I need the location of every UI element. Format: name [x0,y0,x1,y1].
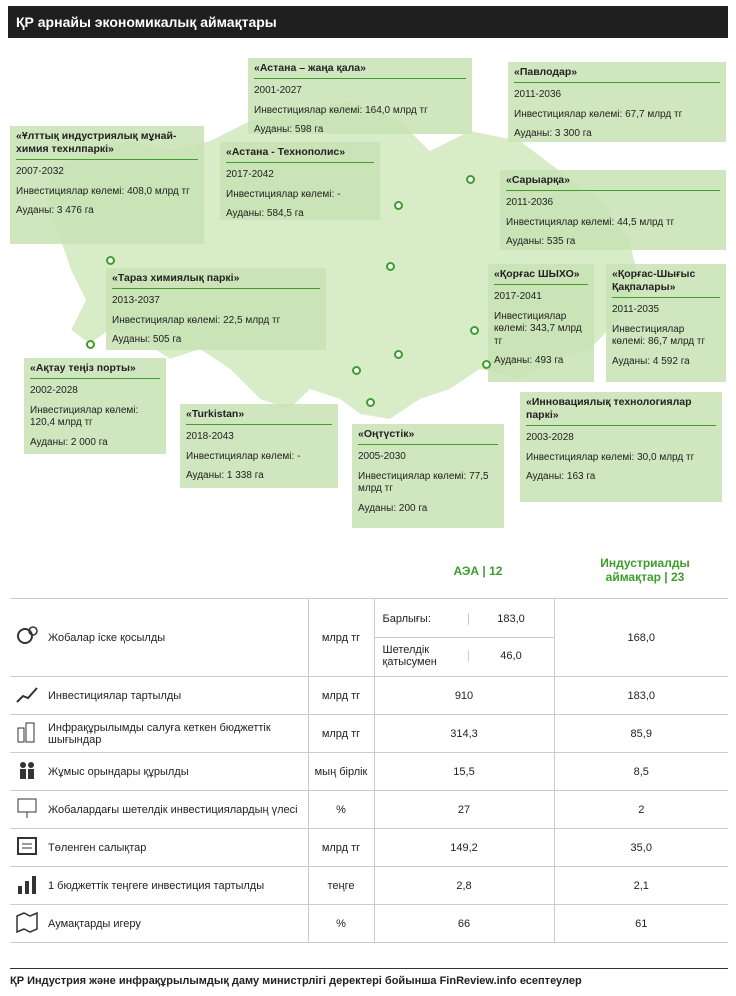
table-row: Жобалардағы шетелдік инвестициялардың үл… [10,790,728,829]
location-marker [394,350,403,359]
sez-card-ontustik: «Оңтүстік» 2005-2030 Инвестициялар көлем… [352,424,504,528]
cash-register-icon [15,834,39,858]
buildings-icon [15,720,39,744]
row-unit: млрд тг [307,598,375,677]
workers-icon [15,758,39,782]
row-unit: % [307,790,375,829]
aea-header: АЭА | 12 [453,564,503,578]
aea-value: 27 [374,790,555,829]
map-icon [15,910,39,934]
industrial-value: 8,5 [554,752,728,791]
row-unit: млрд тг [307,676,375,715]
row-unit: млрд тг [307,714,375,753]
sez-card-turkistan: «Turkistan» 2018-2043 Инвестициялар көле… [180,404,338,488]
aea-value: 149,2 [374,828,555,867]
industrial-value: 85,9 [554,714,728,753]
row-label: Жобалардағы шетелдік инвестициялардың үл… [44,790,308,829]
table-row: Жұмыс орындары құрылды мың бірлік 15,5 8… [10,752,728,791]
location-marker [366,398,375,407]
industrial-value: 35,0 [554,828,728,867]
location-marker [106,256,115,265]
sez-card-innovation-park: «Инновациялық технологиялар паркі» 2003-… [520,392,722,502]
row-label: Жобалар іске қосылды [44,598,308,677]
sez-card-saryarka: «Сарыарқа» 2011-2036 Инвестициялар көлем… [500,170,726,250]
row-unit: мың бірлік [307,752,375,791]
row-label: 1 бюджеттік теңгеге инвестиция тартылды [44,866,308,905]
sez-card-petrochem-technopark: «Ұлттық индустриялық мұнай-химия технлпа… [10,126,204,244]
table-row: Төленген салықтар млрд тг 149,2 35,0 [10,828,728,867]
aea-value: 66 [374,904,555,943]
industrial-zones-header: Индустриалды аймақтар | 23 [600,556,690,584]
table-row: 1 бюджеттік теңгеге инвестиция тартылды … [10,866,728,905]
row-unit: млрд тг [307,828,375,867]
industrial-value: 2,1 [554,866,728,905]
aea-value: 910 [374,676,555,715]
table-row: Жобалар іске қосылды млрд тг Барлығы: 18… [10,598,728,677]
row-label: Инвестициялар тартылды [44,676,308,715]
aea-value: 2,8 [374,866,555,905]
table-row: Инфрақұрылымды салуға кеткен бюджеттік ш… [10,714,728,753]
location-marker [352,366,361,375]
row-label: Жұмыс орындары құрылды [44,752,308,791]
gears-icon [15,624,39,648]
row-label: Аумақтарды игеру [44,904,308,943]
sez-card-pavlodar: «Павлодар» 2011-2036 Инвестициялар көлем… [508,62,726,142]
statistics-table: Жобалар іске қосылды млрд тг Барлығы: 18… [10,598,728,943]
bar-chart-icon [15,872,39,896]
row-label: Инфрақұрылымды салуға кеткен бюджеттік ш… [44,714,308,753]
industrial-value: 2 [554,790,728,829]
location-marker [86,340,95,349]
location-marker [482,360,491,369]
source-footer: ҚР Индустрия және инфрақұрылымдық даму м… [10,968,728,987]
sez-card-aktau-port: «Ақтау теңіз порты» 2002-2028 Инвестиция… [24,358,166,454]
location-marker [394,201,403,210]
industrial-value: 168,0 [554,598,728,677]
growth-chart-icon [15,682,39,706]
row-unit: % [307,904,375,943]
sez-card-astana-technopolis: «Астана - Технополис» 2017-2042 Инвестиц… [220,142,380,220]
industrial-value: 61 [554,904,728,943]
sez-card-taraz: «Тараз химиялық паркі» 2013-2037 Инвести… [106,268,326,350]
location-marker [470,326,479,335]
sez-card-khorgos-icbc: «Қорғас ШЫХО» 2017-2041 Инвестициялар кө… [488,264,594,382]
aea-value: 314,3 [374,714,555,753]
location-marker [386,262,395,271]
industrial-value: 183,0 [554,676,728,715]
aea-value: 15,5 [374,752,555,791]
row-label: Төленген салықтар [44,828,308,867]
row-unit: теңге [307,866,375,905]
sez-card-astana-new-city: «Астана – жаңа қала» 2001-2027 Инвестици… [248,58,472,135]
table-row: Аумақтарды игеру % 66 61 [10,904,728,943]
presentation-icon [15,796,39,820]
sez-card-khorgos-east-gate: «Қорғас-Шығыс Қақпалары» 2011-2035 Инвес… [606,264,726,382]
location-marker [466,175,475,184]
table-row: Инвестициялар тартылды млрд тг 910 183,0 [10,676,728,715]
page-title: ҚР арнайы экономикалық аймақтары [8,6,728,38]
